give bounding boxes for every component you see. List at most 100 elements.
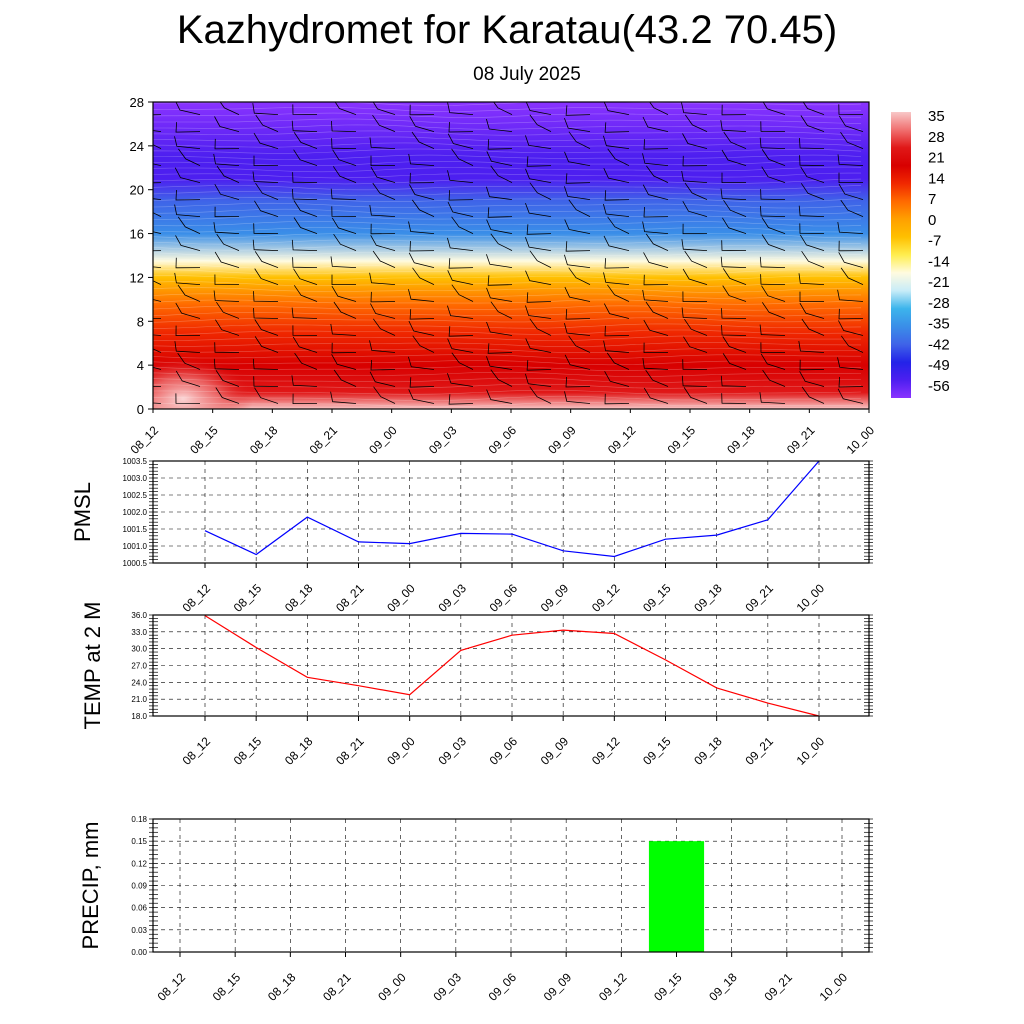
y-axis-title: TEMP at 2 M [80,602,105,730]
wind-barb [215,370,240,387]
wind-barb [216,301,240,319]
x-tick-label: 08_15 [210,970,244,1004]
wind-barb [799,234,825,251]
x-tick-label: 08_12 [180,734,214,768]
wind-barb [331,285,357,302]
wind-barb [486,151,513,166]
wind-barb [564,391,591,404]
wind-barb [801,386,825,404]
y-tick-label: 1002.0 [123,508,148,517]
x-tick-label: 09_09 [541,970,575,1004]
wind-barb [448,326,474,337]
x-tick-label: 09_18 [724,423,758,457]
wind-barb [799,302,825,319]
wind-barb [840,199,864,217]
x-tick-label: 09_03 [426,423,460,457]
wind-barb [649,102,669,115]
wind-barb [603,235,630,251]
wind-barb [681,375,708,387]
wind-barb [214,274,240,285]
wind-barb [525,135,552,149]
wind-barb [153,231,162,234]
wind-barb [254,336,279,353]
wind-barb [292,104,318,115]
wind-barb [838,183,864,200]
colorbar-label: -21 [928,274,950,291]
wind-barb [684,182,708,200]
wind-barb [174,272,201,285]
x-tick-label: 09_12 [596,970,630,1004]
wind-barb [175,235,201,251]
wind-barb [333,233,357,251]
wind-barb [645,301,669,319]
wind-barb [603,135,630,149]
wind-barb [801,318,825,336]
contour-line [153,311,862,317]
wind-barb [254,387,279,404]
y-tick-label: 18.0 [131,712,147,721]
wind-barb [487,275,513,286]
contour-line [153,377,862,383]
wind-barb [683,336,708,353]
wind-barb [369,272,396,285]
chart-subtitle: 08 July 2025 [473,64,581,85]
wind-barb [838,252,864,268]
contour-line [153,323,862,329]
x-tick-label: 09_00 [384,581,418,615]
wind-barb [525,102,552,115]
wind-barb [840,267,864,285]
contour-line [153,239,862,245]
contour-line [153,251,862,257]
wind-barb [214,251,240,268]
wind-barb [370,155,395,166]
wind-barb [408,320,435,336]
wind-barb [330,391,357,404]
wind-barb [254,268,279,285]
x-tick-label: 09_21 [784,423,818,457]
y-tick-label: 1003.0 [123,474,148,483]
wind-barb [604,122,630,133]
wind-barb [214,184,240,200]
wind-barb [409,240,435,252]
wind-barb [760,342,786,353]
wind-barb [253,291,279,302]
wind-barb [447,201,474,217]
wind-barb [214,342,240,353]
wind-barb [721,393,747,404]
wind-barb [643,274,669,286]
wind-barb [408,356,435,370]
contour-line [153,305,862,311]
wind-barb [603,102,630,115]
wind-barb [486,254,513,268]
wind-barb [153,348,162,353]
wind-barb [720,256,747,268]
wind-barb [761,234,786,251]
wind-barb [486,356,513,370]
wind-barb [451,216,474,234]
contour-line [153,102,862,106]
x-tick-label: 10_00 [844,423,878,457]
wind-barb [291,120,318,132]
wind-barb [643,342,669,354]
wind-barb [486,321,513,336]
bar [648,841,705,952]
y-tick-label: 1002.5 [123,491,148,500]
wind-barb [684,318,708,336]
wind-barb [490,301,513,319]
wind-barb [370,166,396,183]
x-tick-label: 08_21 [333,734,367,768]
wind-barb [216,165,240,183]
colorbar-label: 0 [928,212,936,229]
wind-barb [214,138,240,150]
wind-barb [373,386,396,404]
wind-barb [760,189,786,200]
wind-barb [174,167,201,183]
x-tick-label: 08_18 [247,423,281,457]
wind-barb [721,240,747,251]
wind-barb [331,138,357,149]
wind-barb [607,284,630,302]
contour-line [153,172,861,179]
wind-barb [759,324,786,336]
wind-barb [153,212,162,217]
wind-barb [153,280,162,285]
